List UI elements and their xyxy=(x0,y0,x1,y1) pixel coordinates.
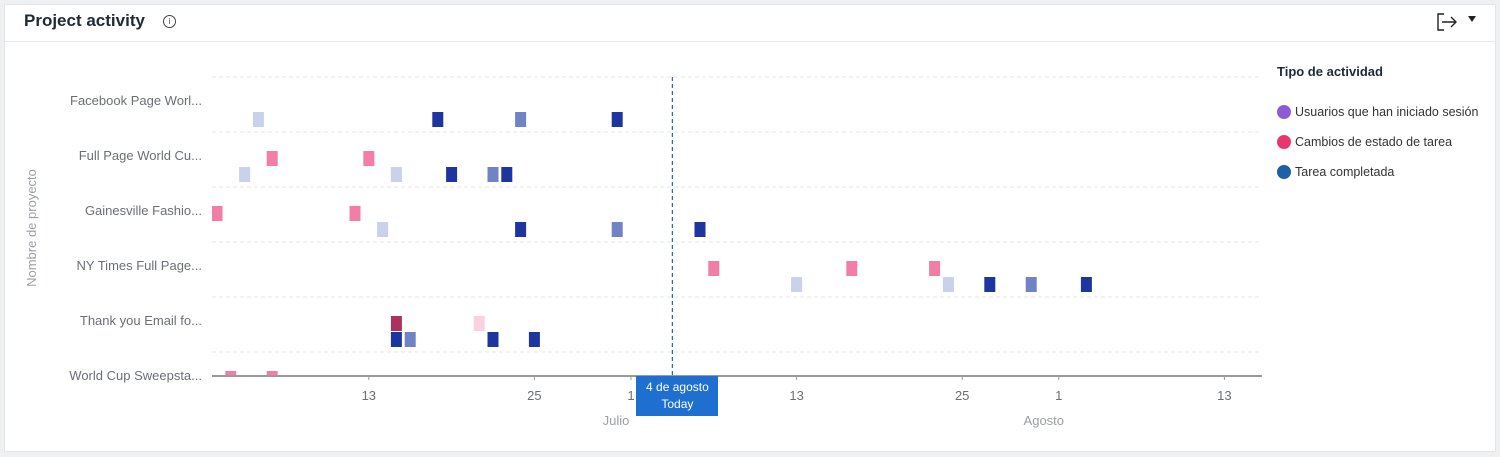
project-label: Full Page World Cu... xyxy=(79,148,202,163)
legend-item-task-completed[interactable]: Tarea completada xyxy=(1277,157,1487,187)
activity-point[interactable] xyxy=(846,261,858,276)
activity-point[interactable] xyxy=(942,277,954,292)
today-label: Today xyxy=(661,397,694,411)
project-label: Thank you Email fo... xyxy=(80,313,202,328)
project-label: World Cup Sweepsta... xyxy=(69,368,202,383)
activity-point[interactable] xyxy=(487,167,499,182)
activity-point[interactable] xyxy=(390,316,402,331)
legend-item-status-changes[interactable]: Cambios de estado de tarea xyxy=(1277,127,1487,157)
activity-point[interactable] xyxy=(708,261,720,276)
activity-point[interactable] xyxy=(266,371,278,386)
x-tick-label: 13 xyxy=(1217,388,1231,403)
legend-dot-icon xyxy=(1277,105,1291,119)
activity-point[interactable] xyxy=(390,167,402,182)
x-tick-label: 25 xyxy=(955,388,969,403)
legend-label: Cambios de estado de tarea xyxy=(1295,135,1453,149)
y-axis-label: Nombre de proyecto xyxy=(24,169,39,287)
month-label: Agosto xyxy=(1024,413,1064,428)
activity-point[interactable] xyxy=(929,261,941,276)
legend-label: Usuarios que han iniciado sesión xyxy=(1295,105,1479,119)
project-label: Facebook Page Worl... xyxy=(70,93,202,108)
activity-point[interactable] xyxy=(515,112,527,127)
export-icon[interactable] xyxy=(1436,12,1458,32)
activity-point[interactable] xyxy=(225,371,237,386)
activity-point[interactable] xyxy=(528,332,540,347)
legend-item-logged-in[interactable]: Usuarios que han iniciado sesión xyxy=(1277,97,1487,127)
activity-point[interactable] xyxy=(432,112,444,127)
activity-point[interactable] xyxy=(266,151,278,166)
activity-point[interactable] xyxy=(377,222,389,237)
project-label: Gainesville Fashio... xyxy=(85,203,202,218)
x-tick-label: 1 xyxy=(627,388,634,403)
caret-down-icon[interactable] xyxy=(1468,16,1476,22)
today-date: 4 de agosto xyxy=(646,380,709,394)
activity-point[interactable] xyxy=(1080,277,1092,292)
month-label: Julio xyxy=(603,413,630,428)
activity-point[interactable] xyxy=(252,112,264,127)
x-tick-label: 25 xyxy=(527,388,541,403)
x-tick-label: 1 xyxy=(1055,388,1062,403)
card-header: Project activity i xyxy=(5,5,1495,42)
activity-point[interactable] xyxy=(515,222,527,237)
activity-point[interactable] xyxy=(404,332,416,347)
project-label: NY Times Full Page... xyxy=(77,258,202,273)
project-activity-card: Project activity i xyxy=(4,4,1496,452)
activity-point[interactable] xyxy=(501,167,513,182)
activity-point[interactable] xyxy=(473,316,485,331)
legend-dot-icon xyxy=(1277,135,1291,149)
activity-point[interactable] xyxy=(611,222,623,237)
activity-point[interactable] xyxy=(791,277,803,292)
legend-label: Tarea completada xyxy=(1295,165,1395,179)
x-tick-label: 13 xyxy=(362,388,376,403)
legend-title: Tipo de actividad xyxy=(1277,64,1383,79)
activity-point[interactable] xyxy=(363,151,375,166)
activity-point[interactable] xyxy=(694,222,706,237)
info-icon[interactable]: i xyxy=(163,15,176,28)
activity-point[interactable] xyxy=(487,332,499,347)
activity-point[interactable] xyxy=(446,167,458,182)
legend-dot-icon xyxy=(1277,165,1291,179)
x-tick-label: 13 xyxy=(789,388,803,403)
points-group xyxy=(212,112,1092,386)
card-title: Project activity xyxy=(24,11,145,30)
activity-point[interactable] xyxy=(1025,277,1037,292)
activity-point[interactable] xyxy=(390,332,402,347)
activity-point[interactable] xyxy=(349,206,361,221)
today-badge: 4 de agosto Today xyxy=(636,376,719,416)
legend: Tipo de actividad Usuarios que han inici… xyxy=(1277,64,1487,187)
activity-point[interactable] xyxy=(611,112,623,127)
activity-point[interactable] xyxy=(984,277,996,292)
activity-point[interactable] xyxy=(239,167,251,182)
activity-point[interactable] xyxy=(212,206,223,221)
